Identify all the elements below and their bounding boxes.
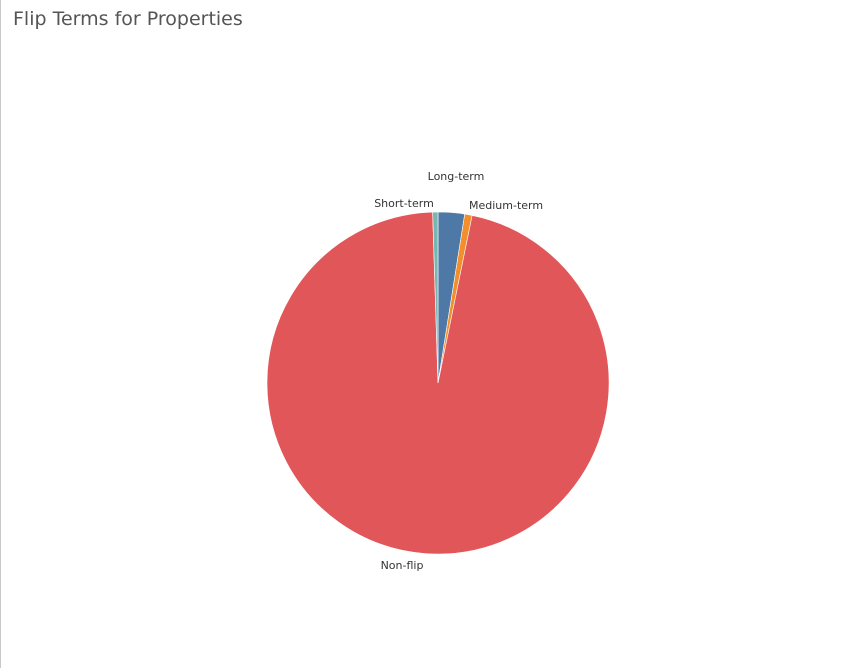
pie-slice-short-term[interactable] — [432, 211, 439, 384]
slice-label-medium-term: Medium-term — [469, 199, 543, 212]
slice-label-long-term: Long-term — [428, 170, 485, 183]
slice-label-non-flip: Non-flip — [381, 559, 424, 572]
chart-title: Flip Terms for Properties — [13, 8, 243, 30]
slice-label-short-term: Short-term — [374, 197, 434, 210]
pie-slice-non-flip[interactable] — [266, 211, 610, 555]
